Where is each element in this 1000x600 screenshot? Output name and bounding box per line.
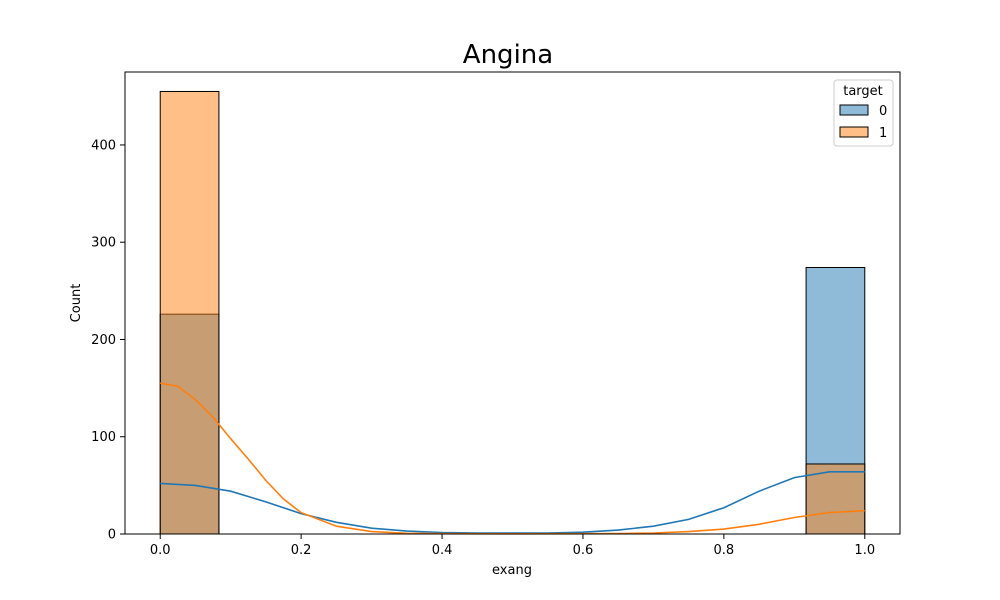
legend-swatch-1 bbox=[839, 126, 869, 138]
y-tick-label: 200 bbox=[91, 333, 116, 348]
y-axis-ticks: 0 100 200 300 400 bbox=[91, 138, 125, 543]
x-axis-label: exang bbox=[492, 563, 532, 578]
legend-label-0: 0 bbox=[879, 104, 887, 119]
kde-layer bbox=[160, 382, 865, 535]
x-tick-label: 0.4 bbox=[432, 543, 453, 558]
chart-title: Angina bbox=[463, 40, 553, 70]
y-tick-label: 300 bbox=[91, 236, 116, 251]
x-axis-ticks: 0.0 0.2 0.4 0.6 0.8 1.0 bbox=[150, 534, 875, 558]
x-tick-label: 0.2 bbox=[291, 543, 312, 558]
x-tick-label: 0.8 bbox=[714, 543, 735, 558]
y-tick-label: 100 bbox=[91, 430, 116, 445]
legend: target 0 1 bbox=[833, 79, 894, 147]
legend-title: target bbox=[843, 84, 883, 99]
x-tick-label: 0.0 bbox=[150, 543, 171, 558]
kde-line-series-1 bbox=[160, 382, 865, 535]
bar-series-1-bin-1 bbox=[805, 463, 866, 535]
x-tick-label: 1.0 bbox=[854, 543, 875, 558]
legend-label-1: 1 bbox=[879, 126, 887, 141]
x-tick-label: 0.6 bbox=[573, 543, 594, 558]
y-tick-label: 0 bbox=[108, 528, 116, 543]
y-tick-label: 400 bbox=[91, 138, 116, 153]
y-axis-label: Count bbox=[69, 284, 84, 323]
bars-layer bbox=[159, 90, 866, 535]
plot-frame bbox=[124, 71, 901, 535]
legend-swatch-0 bbox=[839, 104, 869, 116]
bar-series-1-bin-0 bbox=[159, 90, 220, 535]
